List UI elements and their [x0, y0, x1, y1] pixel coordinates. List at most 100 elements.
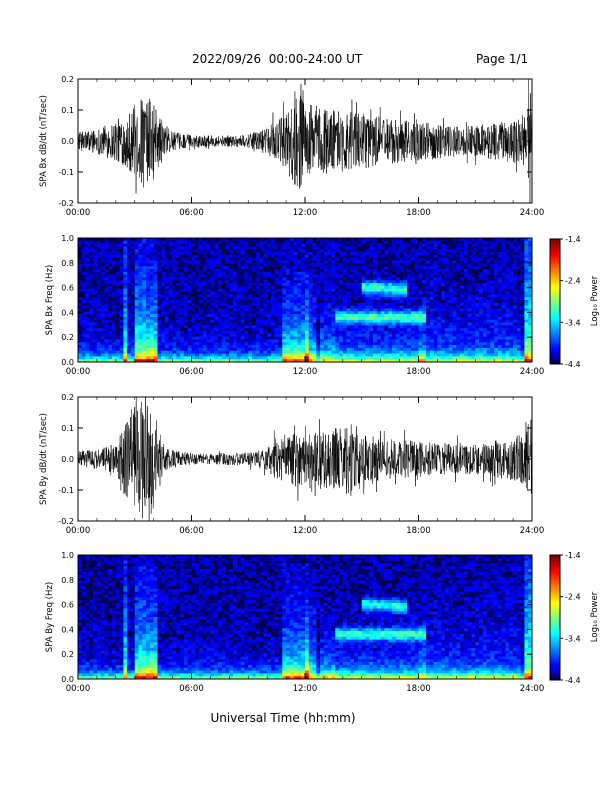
spectrogram-cell	[323, 277, 328, 281]
spectrogram-cell	[342, 302, 347, 306]
spectrogram-cell	[392, 283, 397, 287]
spectrogram-cell	[93, 283, 98, 287]
spectrogram-cell	[270, 359, 276, 363]
spectrogram-cell	[270, 356, 276, 360]
spectrogram-cell	[475, 347, 480, 352]
spectrogram-cell	[361, 353, 366, 357]
spectrogram-cell	[115, 243, 120, 247]
spectrogram-cell	[467, 308, 472, 312]
spectrogram-cell	[225, 342, 230, 346]
spectrogram-cell	[278, 283, 283, 287]
spectrogram-cell	[418, 342, 423, 346]
spectrogram-cell	[403, 333, 408, 337]
spectrogram-cell	[187, 356, 192, 360]
spectrogram-cell	[127, 283, 132, 287]
spectrogram-cell	[482, 336, 487, 340]
spectrogram-cell	[93, 240, 98, 244]
spectrogram-cell	[270, 291, 276, 295]
spectrogram-cell	[149, 271, 154, 275]
spectrogram-cell	[100, 291, 105, 295]
spectrogram-cell	[146, 274, 151, 278]
spectrogram-cell	[180, 311, 185, 315]
spectrogram-cell	[305, 342, 310, 346]
spectrogram-cell	[206, 353, 211, 357]
spectrogram-cell	[429, 353, 434, 357]
spectrogram-cell	[399, 263, 404, 267]
spectrogram-cell	[308, 345, 313, 349]
spectrogram-cell	[134, 285, 139, 290]
spectrogram-cell	[297, 280, 302, 284]
spectrogram-cell	[346, 285, 351, 290]
spectrogram-cell	[100, 263, 105, 267]
spectrogram-cell	[202, 297, 207, 301]
spectrogram-cell	[441, 345, 446, 349]
spectrogram-cell	[479, 350, 484, 354]
spectrogram-cell	[399, 260, 404, 264]
spectrogram-cell	[274, 297, 279, 301]
spectrogram-cell	[274, 350, 279, 354]
spectrogram-cell	[297, 325, 302, 329]
spectrogram-cell	[316, 308, 321, 312]
spectrogram-cell	[191, 288, 196, 292]
spectrogram-cell	[305, 356, 310, 360]
spectrogram-cell	[467, 283, 472, 287]
spectrogram-cell	[444, 322, 450, 326]
spectrogram-cell	[357, 294, 363, 298]
spectrogram-cell	[452, 274, 457, 278]
spectrogram-cell	[297, 240, 302, 244]
spectrogram-cell	[202, 325, 207, 329]
spectrogram-cell	[248, 297, 253, 301]
spectrogram-cell	[327, 333, 332, 337]
spectrogram-cell	[289, 274, 294, 278]
spectrogram-cell	[78, 356, 83, 360]
spectrogram-cell	[308, 308, 313, 312]
spectrogram-cell	[229, 277, 234, 281]
spectrogram-cell	[89, 291, 94, 295]
spectrogram-cell	[263, 314, 268, 318]
spectrogram-cell	[202, 277, 207, 281]
spectrogram-cell	[422, 294, 427, 298]
spectrogram-cell	[233, 316, 238, 321]
spectrogram-cell	[373, 308, 378, 312]
spectrogram-cell	[112, 288, 117, 292]
spectrogram-cell	[323, 249, 328, 253]
spectrogram-cell	[221, 336, 226, 340]
spectrogram-cell	[210, 263, 215, 267]
spectrogram-cell	[149, 297, 154, 301]
spectrogram-cell	[365, 336, 370, 340]
spectrogram-cell	[229, 359, 234, 363]
spectrogram-cell	[214, 240, 219, 244]
spectrogram-cell	[388, 316, 393, 321]
spectrogram-cell	[229, 243, 234, 247]
spectrogram-cell	[320, 319, 325, 323]
spectrogram-cell	[176, 288, 181, 292]
spectrogram-cell	[259, 294, 264, 298]
spectrogram-cell	[331, 308, 336, 312]
spectrogram-cell	[81, 311, 86, 315]
spectrogram-cell	[410, 238, 416, 242]
spectrogram-cell	[312, 333, 317, 337]
spectrogram-cell	[123, 263, 128, 267]
spectrogram-cell	[410, 288, 416, 292]
spectrogram-cell	[210, 331, 215, 335]
spectrogram-cell	[392, 339, 397, 343]
spectrogram-cell	[320, 246, 325, 250]
spectrogram-cell	[255, 319, 260, 323]
spectrogram-cell	[316, 269, 321, 273]
spectrogram-cell	[301, 238, 306, 242]
spectrogram-cell	[339, 359, 344, 363]
spectrogram-cell	[497, 291, 503, 295]
spectrogram-cell	[161, 331, 166, 335]
spectrogram-cell	[342, 336, 347, 340]
spectrogram-cell	[320, 347, 325, 352]
spectrogram-cell	[308, 294, 313, 298]
spectrogram-cell	[316, 257, 321, 261]
spectrogram-cell	[395, 252, 400, 256]
spectrogram-cell	[115, 288, 120, 292]
spectrogram-cell	[471, 347, 476, 352]
spectrogram-cell	[127, 316, 132, 321]
spectrogram-cell	[225, 325, 230, 329]
spectrogram-cell	[176, 336, 181, 340]
spectrogram-cell	[217, 243, 223, 247]
spectrogram-cell	[297, 345, 302, 349]
